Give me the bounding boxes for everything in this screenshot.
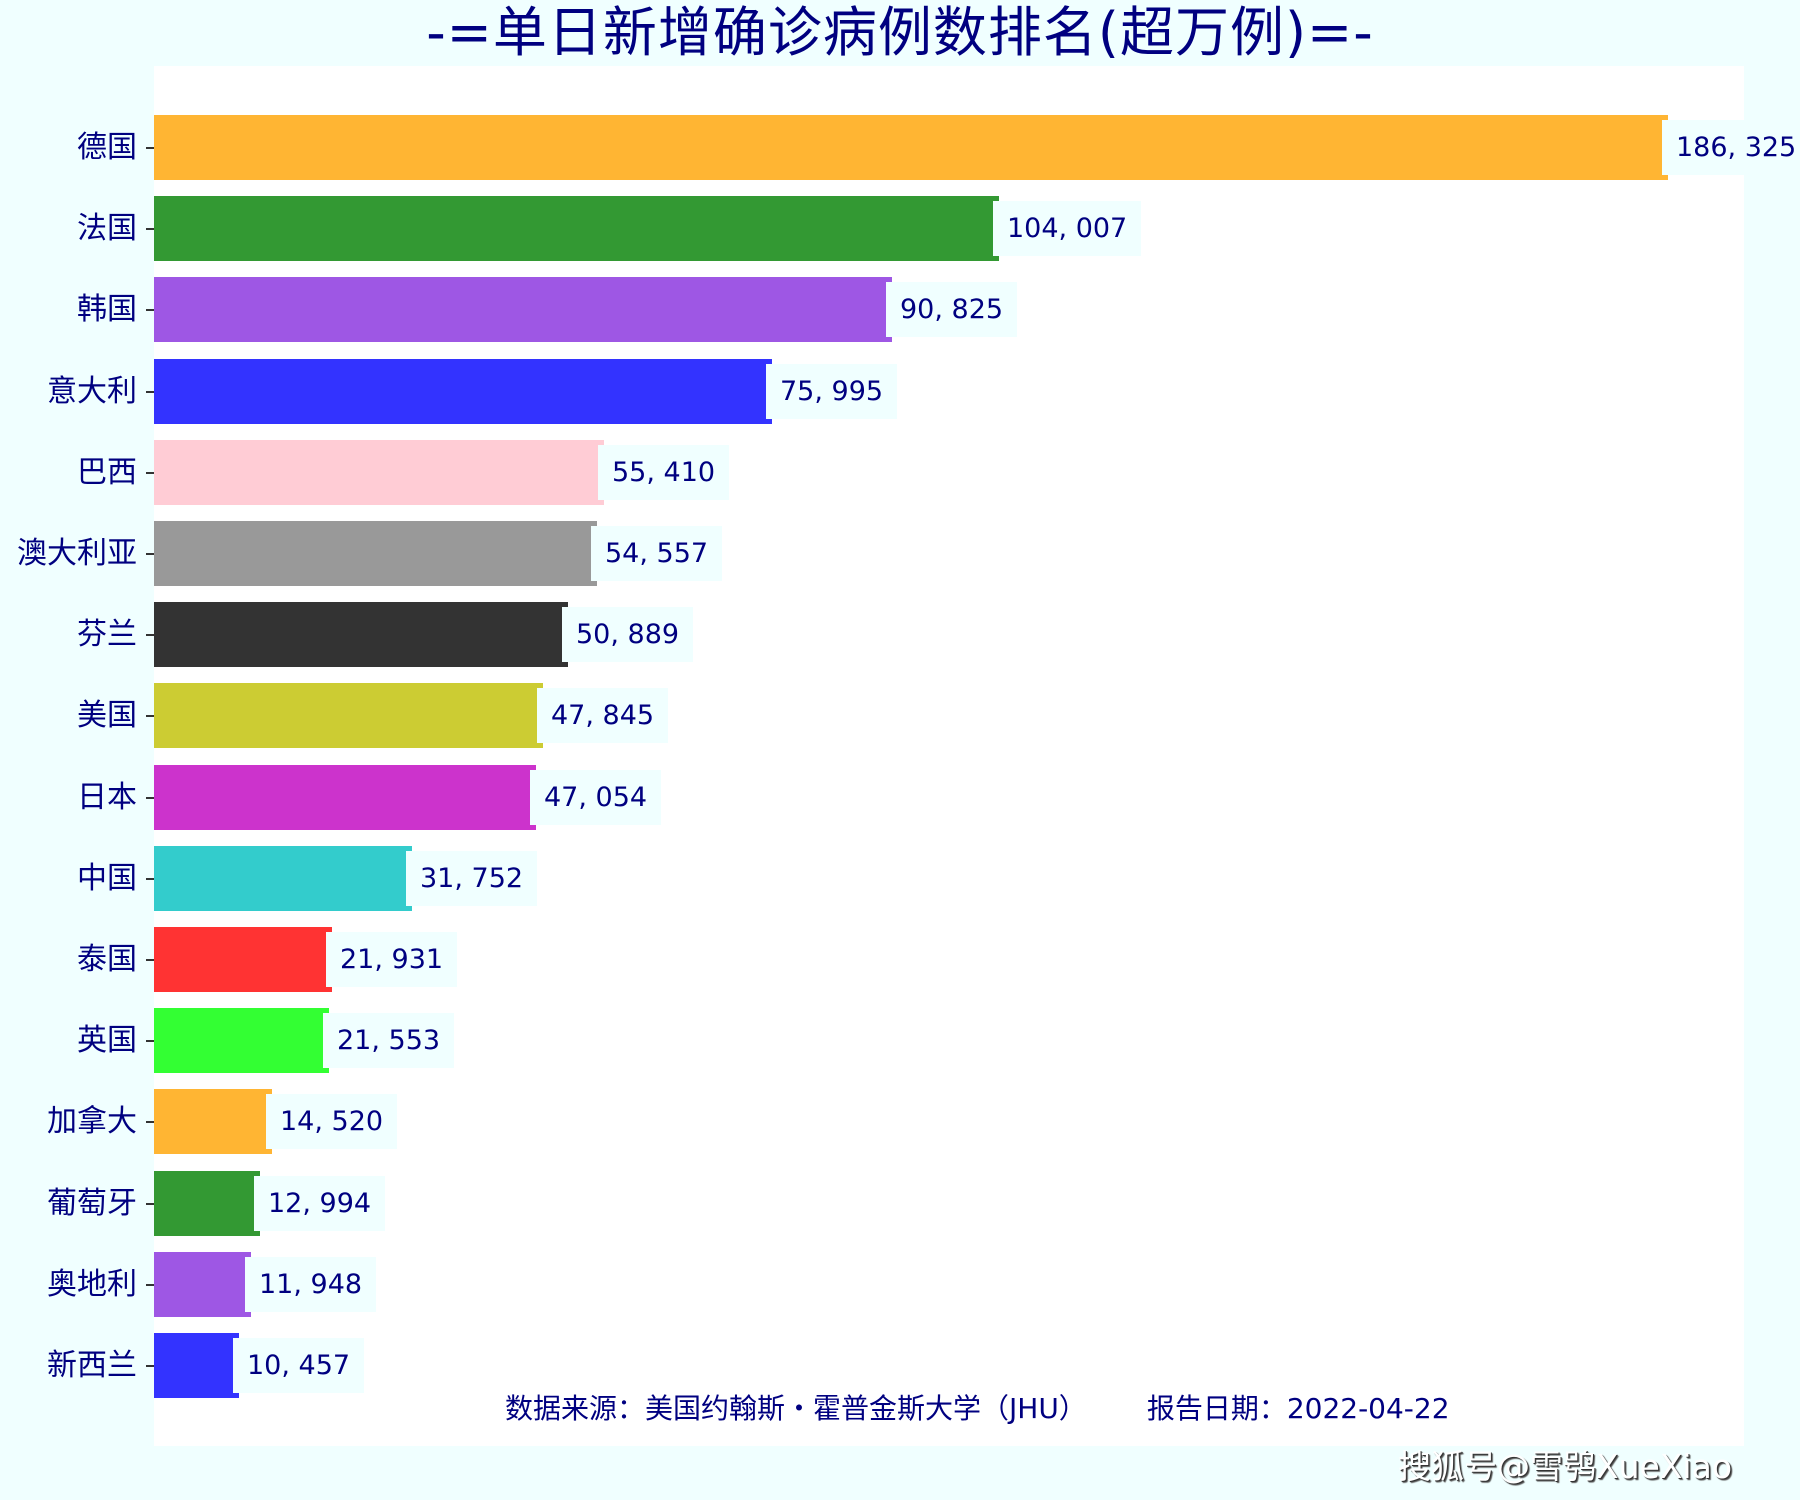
bar-row: 21, 553 bbox=[154, 1008, 1744, 1074]
report-date: 报告日期：2022-04-22 bbox=[1146, 1392, 1450, 1425]
plot-area: 186, 325 104, 007 90, 825 75, 995 55, 410 54,… bbox=[154, 66, 1800, 1446]
bar bbox=[154, 1008, 329, 1074]
bar bbox=[154, 277, 892, 343]
bar bbox=[154, 1089, 272, 1155]
y-tick-label: 新西兰 bbox=[47, 1348, 137, 1383]
bar bbox=[154, 358, 772, 424]
y-tick-label: 美国 bbox=[77, 698, 137, 734]
bar-value-label: 50, 889 bbox=[562, 607, 694, 663]
y-tick-mark bbox=[146, 634, 154, 637]
y-tick-mark bbox=[146, 877, 154, 880]
y-tick-label: 芬兰 bbox=[77, 617, 137, 653]
bar-row: 104, 007 bbox=[154, 196, 1744, 262]
bar-value-label: 104, 007 bbox=[993, 201, 1142, 257]
bar-value-label: 11, 948 bbox=[245, 1256, 377, 1312]
bar-value-label: 75, 995 bbox=[766, 363, 898, 419]
y-tick-label: 加拿大 bbox=[47, 1104, 137, 1140]
y-tick-label: 日本 bbox=[77, 779, 137, 815]
bar bbox=[154, 927, 332, 992]
bar-row: 90, 825 bbox=[154, 277, 1744, 343]
y-tick-label: 澳大利亚 bbox=[17, 536, 137, 571]
y-tick-mark bbox=[146, 796, 154, 799]
y-tick-mark bbox=[146, 715, 154, 718]
bar-value-label: 47, 054 bbox=[530, 769, 662, 825]
y-tick-mark bbox=[146, 309, 154, 312]
y-tick-mark bbox=[146, 228, 154, 231]
y-tick-mark bbox=[146, 147, 154, 149]
bar-row: 47, 054 bbox=[154, 764, 1744, 830]
bar bbox=[154, 1251, 251, 1317]
chart-footer: 数据来源：美国约翰斯・霍普金斯大学（JHU） 报告日期：2022-04-22 bbox=[505, 1387, 1450, 1427]
bar-row: 186, 325 bbox=[154, 115, 1800, 180]
bar-value-label: 14, 520 bbox=[266, 1094, 398, 1150]
bar bbox=[154, 764, 536, 830]
y-tick-mark bbox=[146, 1040, 154, 1043]
y-tick-label: 法国 bbox=[77, 211, 137, 247]
y-tick-label: 意大利 bbox=[47, 373, 137, 409]
y-tick-label: 德国 bbox=[77, 130, 137, 165]
y-tick-label: 巴西 bbox=[77, 454, 137, 490]
y-tick-label: 韩国 bbox=[77, 292, 137, 328]
bar-row: 75, 995 bbox=[154, 358, 1744, 424]
y-tick-mark bbox=[146, 1365, 154, 1367]
bar-row: 11, 948 bbox=[154, 1251, 1744, 1317]
bar-value-label: 186, 325 bbox=[1662, 120, 1800, 175]
bar bbox=[154, 845, 412, 911]
watermark: 搜狐号@雪鸮XueXiao bbox=[1398, 1447, 1733, 1486]
bar-value-label: 54, 557 bbox=[591, 526, 723, 581]
bar-value-label: 90, 825 bbox=[886, 282, 1018, 338]
y-tick-mark bbox=[146, 553, 154, 555]
y-tick-mark bbox=[146, 959, 154, 961]
bar-row: 54, 557 bbox=[154, 521, 1744, 586]
bar bbox=[154, 439, 604, 505]
bar-row: 55, 410 bbox=[154, 439, 1744, 505]
bar-row: 10, 457 bbox=[154, 1333, 1744, 1398]
bar-value-label: 10, 457 bbox=[233, 1338, 365, 1393]
bar-value-label: 12, 994 bbox=[254, 1175, 386, 1231]
y-tick-mark bbox=[146, 1283, 154, 1286]
bar-row: 21, 931 bbox=[154, 927, 1744, 992]
bar-value-label: 31, 752 bbox=[406, 850, 538, 906]
bar-value-label: 21, 553 bbox=[323, 1013, 455, 1069]
bar-value-label: 21, 931 bbox=[326, 932, 458, 987]
y-tick-label: 葡萄牙 bbox=[47, 1185, 137, 1221]
bar bbox=[154, 521, 597, 586]
bar-row: 12, 994 bbox=[154, 1170, 1744, 1236]
y-tick-label: 奥地利 bbox=[47, 1266, 137, 1302]
y-tick-mark bbox=[146, 471, 154, 474]
bar bbox=[154, 1333, 239, 1398]
y-tick-mark bbox=[146, 1202, 154, 1205]
y-tick-mark bbox=[146, 390, 154, 393]
data-source-note: 数据来源：美国约翰斯・霍普金斯大学（JHU） bbox=[505, 1392, 1087, 1425]
y-tick-label: 泰国 bbox=[77, 942, 137, 977]
bar-row: 47, 845 bbox=[154, 683, 1744, 749]
bar-row: 14, 520 bbox=[154, 1089, 1744, 1155]
bar bbox=[154, 602, 568, 668]
y-tick-label: 中国 bbox=[77, 860, 137, 896]
y-tick-mark bbox=[146, 1121, 154, 1124]
bar bbox=[154, 115, 1668, 180]
chart-title: -=单日新增确诊病例数排名(超万例)=- bbox=[426, 1, 1374, 64]
bar-row: 31, 752 bbox=[154, 845, 1744, 911]
y-tick-label: 英国 bbox=[77, 1023, 137, 1059]
bar-row: 50, 889 bbox=[154, 602, 1744, 668]
bar bbox=[154, 683, 543, 749]
bar bbox=[154, 1170, 260, 1236]
bar bbox=[154, 196, 999, 262]
bar-value-label: 55, 410 bbox=[598, 444, 730, 500]
bar-value-label: 47, 845 bbox=[537, 688, 669, 744]
